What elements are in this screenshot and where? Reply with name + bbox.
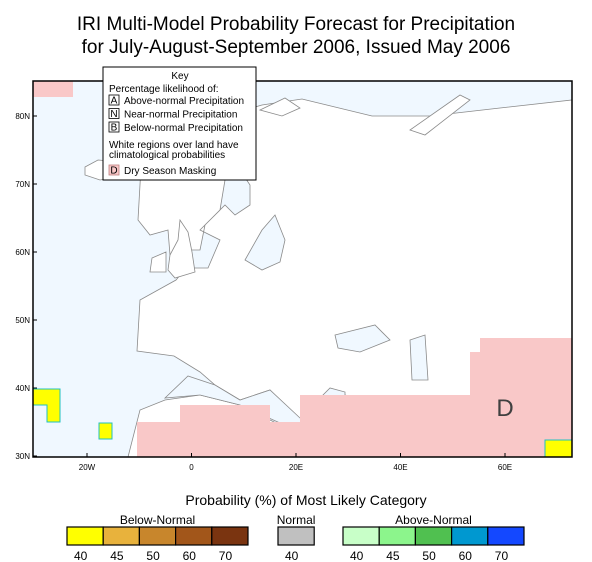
lat-label: 30N <box>15 452 30 461</box>
key-dry-label: Dry Season Masking <box>124 166 216 177</box>
lon-label: 20W <box>79 463 96 472</box>
legend-level: 40 <box>74 549 88 562</box>
key: Key Percentage likelihood of: A Above-nor… <box>102 66 257 181</box>
mask-block <box>180 405 270 422</box>
key-label: Below-normal Precipitation <box>124 123 243 134</box>
key-label: Above-normal Precipitation <box>124 96 244 107</box>
key-symbol-box <box>108 121 120 133</box>
legend-swatch <box>102 526 140 546</box>
black-sea <box>334 324 391 353</box>
legend-level: 70 <box>495 549 509 562</box>
legend-group-name: Below-Normal <box>120 513 195 527</box>
key-dry-symbol: D <box>110 166 117 177</box>
legend-swatch <box>414 526 453 546</box>
lat-label: 40N <box>15 384 30 393</box>
lat-label: 50N <box>15 316 30 325</box>
legend-swatch <box>378 526 417 546</box>
britain <box>167 218 196 279</box>
legend-swatch <box>277 526 315 546</box>
key-symbol: A <box>111 96 118 107</box>
legend-swatch <box>487 526 525 546</box>
ireland <box>149 251 167 273</box>
key-subtitle: Percentage likelihood of: <box>109 84 219 95</box>
legend-level: 50 <box>422 549 436 562</box>
caspian-sea <box>409 334 429 381</box>
key-label: Near-normal Precipitation <box>124 110 237 121</box>
lat-label: 70N <box>15 180 30 189</box>
mask-block <box>33 81 73 97</box>
legend-level: 40 <box>285 549 299 562</box>
legend-group-name: Above-Normal <box>395 513 472 527</box>
legend-level: 50 <box>146 549 160 562</box>
key-note: White regions over land have <box>109 140 239 151</box>
key-symbol: N <box>110 109 117 120</box>
legend-level: 60 <box>183 549 197 562</box>
map: D <box>32 80 573 458</box>
novaya-zemlya <box>409 94 471 136</box>
legend-swatch <box>66 526 104 546</box>
legend-swatch <box>342 526 380 546</box>
legend: Probability (%) of Most Likely Category … <box>66 492 525 562</box>
legend-level: 70 <box>219 549 233 562</box>
mask-block <box>137 422 572 457</box>
legend-swatch <box>451 526 489 546</box>
lon-label: 0 <box>189 463 194 472</box>
key-symbol: B <box>111 123 118 134</box>
dry-annotation: D <box>496 395 513 422</box>
title-line: for July-August-September 2006, Issued M… <box>82 37 511 58</box>
key-note: climatological probabilities <box>109 150 225 161</box>
key-dry-box <box>108 164 120 176</box>
axes: 80N 70N 60N 50N 40N 30N 20W 0 20E 40E 60E <box>15 112 512 472</box>
lon-label: 60E <box>498 463 512 472</box>
legend-swatch <box>211 526 249 546</box>
patch <box>98 422 113 440</box>
legend-group-name: Normal <box>277 513 316 527</box>
mask-block <box>470 352 572 402</box>
key-box <box>102 66 257 181</box>
lon-label: 20E <box>289 463 303 472</box>
svalbard <box>258 97 301 117</box>
lat-label: 80N <box>15 112 30 121</box>
dry-masking <box>33 81 572 457</box>
legend-level: 60 <box>459 549 473 562</box>
seas <box>163 214 429 429</box>
title-line: IRI Multi-Model Probability Forecast for… <box>77 14 515 35</box>
map-frame <box>32 80 573 458</box>
lat-label: 60N <box>15 248 30 257</box>
key-title: Key <box>171 71 188 82</box>
lon-label: 40E <box>393 463 407 472</box>
patch <box>544 439 573 458</box>
legend-level: 45 <box>110 549 124 562</box>
key-symbol-box <box>108 108 120 119</box>
mask-block <box>480 338 572 358</box>
legend-swatch <box>138 526 177 546</box>
legend-level: 45 <box>386 549 400 562</box>
legend-level: 40 <box>350 549 364 562</box>
legend-title: Probability (%) of Most Likely Category <box>185 492 426 508</box>
legend-swatch <box>175 526 213 546</box>
baltic-sea <box>244 214 286 271</box>
key-symbol-box <box>108 94 120 106</box>
